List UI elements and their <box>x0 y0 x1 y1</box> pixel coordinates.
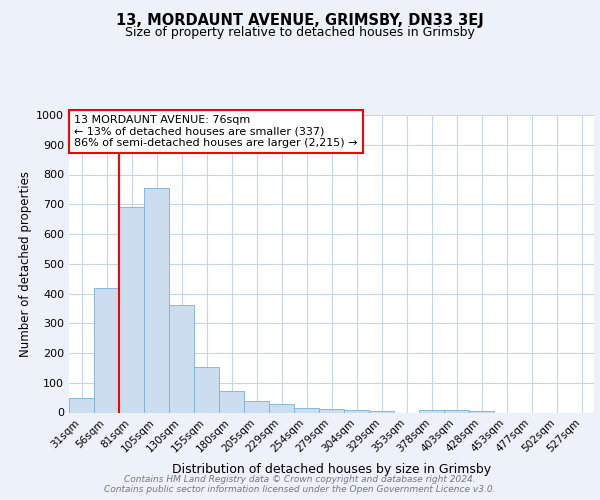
Bar <box>94 288 119 412</box>
Bar <box>144 188 169 412</box>
Bar <box>444 410 469 412</box>
Text: 13 MORDAUNT AVENUE: 76sqm
← 13% of detached houses are smaller (337)
86% of semi: 13 MORDAUNT AVENUE: 76sqm ← 13% of detac… <box>74 115 358 148</box>
Bar <box>294 408 319 412</box>
Bar <box>194 368 219 412</box>
Bar <box>319 409 344 412</box>
Bar <box>344 410 369 412</box>
Bar <box>469 411 494 412</box>
Bar <box>244 401 269 412</box>
Text: 13, MORDAUNT AVENUE, GRIMSBY, DN33 3EJ: 13, MORDAUNT AVENUE, GRIMSBY, DN33 3EJ <box>116 12 484 28</box>
X-axis label: Distribution of detached houses by size in Grimsby: Distribution of detached houses by size … <box>172 462 491 475</box>
Text: Contains HM Land Registry data © Crown copyright and database right 2024.
Contai: Contains HM Land Registry data © Crown c… <box>104 474 496 494</box>
Bar <box>169 306 194 412</box>
Bar <box>369 411 394 412</box>
Text: Size of property relative to detached houses in Grimsby: Size of property relative to detached ho… <box>125 26 475 39</box>
Bar <box>269 404 294 412</box>
Bar <box>419 410 444 412</box>
Bar <box>219 391 244 412</box>
Y-axis label: Number of detached properties: Number of detached properties <box>19 171 32 357</box>
Bar <box>69 398 94 412</box>
Bar <box>119 207 144 412</box>
